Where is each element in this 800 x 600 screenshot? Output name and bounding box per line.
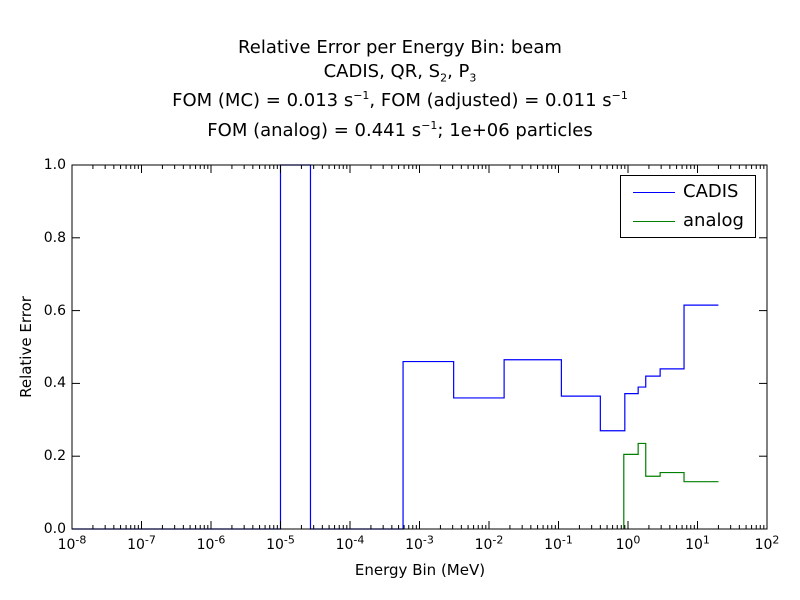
x-tick-exponent: 0 bbox=[633, 533, 641, 547]
x-tick-base: 10 bbox=[685, 537, 703, 553]
x-tick-label: 10-4 bbox=[335, 534, 365, 553]
y-tick-label: 0.8 bbox=[43, 229, 66, 246]
x-tick-label: 10-3 bbox=[405, 534, 434, 553]
legend-swatch-cadis bbox=[633, 192, 675, 193]
x-tick-label: 10-5 bbox=[266, 534, 295, 553]
x-tick-label: 100 bbox=[615, 534, 641, 553]
x-tick-label: 10-2 bbox=[474, 534, 504, 553]
x-tick-base: 10 bbox=[754, 537, 773, 553]
chart-title-line3: FOM (MC) = 0.013 s−1, FOM (adjusted) = 0… bbox=[0, 90, 800, 111]
x-tick-base: 10 bbox=[405, 537, 423, 553]
x-tick-base: 10 bbox=[196, 537, 215, 553]
x-tick-exponent: -4 bbox=[353, 533, 365, 547]
legend-label-cadis: CADIS bbox=[683, 181, 739, 202]
x-tick-base: 10 bbox=[474, 537, 493, 553]
x-tick-base: 10 bbox=[57, 537, 76, 553]
y-tick-label: 0.2 bbox=[43, 448, 66, 465]
chart-title-line4: FOM (analog) = 0.441 s−1; 1e+06 particle… bbox=[0, 120, 800, 141]
y-tick-label: 0.0 bbox=[43, 521, 66, 537]
x-tick-base: 10 bbox=[335, 537, 354, 553]
y-tick-label: 0.6 bbox=[43, 302, 66, 319]
tick-layer bbox=[71, 164, 768, 530]
plot-frame bbox=[71, 164, 768, 530]
title-text-2: CADIS, QR, S bbox=[323, 61, 441, 82]
series-line-analog bbox=[623, 442, 719, 529]
x-tick-exponent: -1 bbox=[561, 533, 573, 547]
title-sn-subscript: 2 bbox=[440, 71, 448, 85]
y-tick-label: 0.4 bbox=[43, 375, 66, 392]
legend-label-analog: analog bbox=[683, 210, 744, 231]
title-particles: ; 1e+06 particles bbox=[437, 120, 593, 141]
x-tick-label: 102 bbox=[754, 534, 780, 553]
title-fom-adjusted: , FOM (adjusted) = 0.011 s bbox=[369, 90, 612, 111]
title-fom-analog: FOM (analog) = 0.441 s bbox=[207, 120, 422, 141]
y-tick-label: 1.0 bbox=[43, 157, 66, 173]
title-fom-mc: FOM (MC) = 0.013 s bbox=[172, 90, 354, 111]
chart-title-line2: CADIS, QR, S2, P3 bbox=[0, 61, 800, 85]
chart-title-line1: Relative Error per Energy Bin: beam bbox=[0, 37, 800, 58]
title-text-1: Relative Error per Energy Bin: beam bbox=[238, 37, 562, 58]
title-text-2-mid: , P bbox=[447, 61, 470, 82]
x-tick-exponent: 2 bbox=[772, 533, 780, 547]
x-tick-exponent: -6 bbox=[214, 533, 226, 547]
x-tick-exponent: -2 bbox=[492, 533, 504, 547]
x-tick-base: 10 bbox=[266, 537, 284, 553]
x-tick-label: 10-7 bbox=[127, 534, 156, 553]
legend-swatch-analog bbox=[633, 221, 675, 222]
title-fom-adjusted-unit: −1 bbox=[611, 89, 628, 102]
title-fom-mc-unit: −1 bbox=[353, 89, 370, 102]
x-tick-exponent: 1 bbox=[702, 533, 710, 547]
x-axis-label: Energy Bin (MeV) bbox=[354, 561, 486, 579]
x-tick-label: 10-8 bbox=[57, 534, 87, 553]
x-tick-exponent: -5 bbox=[283, 533, 295, 547]
title-fom-analog-unit: −1 bbox=[421, 119, 438, 132]
title-pn-subscript: 3 bbox=[469, 71, 477, 85]
x-tick-exponent: -7 bbox=[144, 533, 156, 547]
legend: CADIS analog bbox=[620, 175, 756, 238]
x-tick-label: 10-1 bbox=[544, 534, 573, 553]
x-tick-exponent: -3 bbox=[422, 533, 434, 547]
legend-item-cadis: CADIS bbox=[621, 180, 755, 204]
x-tick-label: 10-6 bbox=[196, 534, 226, 553]
x-tick-base: 10 bbox=[544, 537, 562, 553]
x-tick-base: 10 bbox=[127, 537, 145, 553]
x-tick-exponent: -8 bbox=[75, 533, 87, 547]
legend-item-analog: analog bbox=[621, 209, 755, 233]
x-tick-base: 10 bbox=[615, 537, 634, 553]
x-tick-label: 101 bbox=[685, 534, 710, 553]
